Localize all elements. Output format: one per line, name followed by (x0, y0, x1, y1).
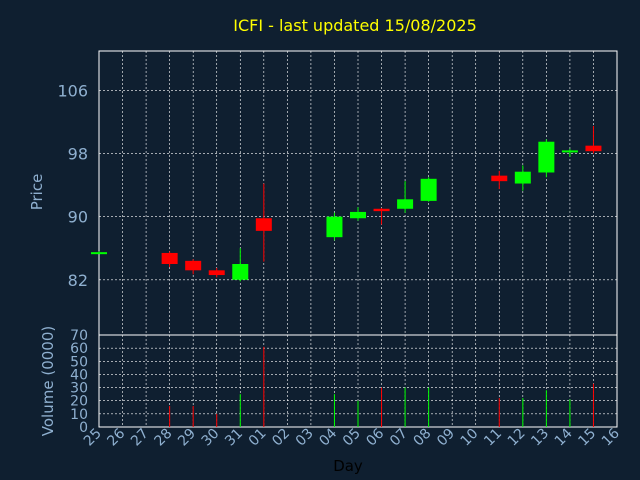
x-tick-label: 13 (528, 426, 552, 450)
candle-body (350, 211, 366, 219)
price-tick-label: 82 (68, 271, 88, 290)
x-tick-label: 06 (363, 425, 387, 449)
x-tick-label: 08 (411, 426, 435, 450)
candle-body (561, 150, 578, 153)
price-tick-label: 106 (57, 81, 88, 100)
candle-body (585, 145, 602, 152)
candle-body (538, 141, 555, 173)
price-axis-label: Price (28, 174, 46, 211)
candle-body (185, 260, 202, 271)
volume-tick-label: 70 (70, 328, 88, 344)
candle-body (255, 218, 272, 231)
x-axis: 25 26 27 28 29 30 31 01 02 03 04 05 06 07 08 09 10 11 12 13… (81, 425, 623, 449)
candle-body (514, 171, 531, 184)
candle-body (91, 252, 107, 255)
x-tick-label: 30 (199, 426, 223, 450)
volume-tick-label: 50 (70, 354, 88, 370)
candle-body (397, 199, 414, 209)
x-tick-label: 31 (222, 426, 246, 450)
price-tick-label: 98 (68, 145, 88, 164)
candle-body (232, 264, 249, 280)
candle-body (326, 216, 343, 238)
x-tick-label: 12 (505, 426, 529, 450)
price-panel: 82 90 98 106 (57, 50, 618, 336)
candle-body (420, 178, 437, 201)
x-tick-label: 29 (175, 426, 199, 450)
volume-tick-label: 20 (70, 394, 88, 410)
x-tick-label: 26 (104, 425, 128, 449)
candle-body (161, 252, 178, 264)
candle-body (208, 270, 225, 276)
x-tick-label: 16 (599, 425, 623, 449)
x-tick-label: 03 (293, 426, 317, 450)
x-axis-label: Day (333, 457, 363, 475)
x-tick-label: 02 (269, 426, 293, 450)
x-tick-label: 07 (387, 426, 411, 450)
x-tick-label: 27 (128, 426, 152, 450)
chart-title: ICFI - last updated 15/08/2025 (233, 16, 477, 35)
volume-tick-label: 40 (70, 367, 88, 383)
volume-tick-label: 10 (70, 407, 88, 423)
x-tick-label: 28 (152, 426, 176, 450)
volume-axis-label: Volume (0000) (39, 326, 57, 436)
price-tick-label: 90 (68, 208, 88, 227)
x-tick-label: 14 (552, 425, 576, 449)
x-tick-label: 10 (458, 426, 482, 450)
x-tick-label: 11 (481, 426, 505, 450)
x-tick-label: 09 (434, 426, 458, 450)
candle-body (491, 175, 508, 182)
x-tick-label: 15 (575, 426, 599, 450)
x-tick-label: 01 (246, 426, 270, 450)
volume-tick-label: 0 (79, 420, 88, 436)
candle-body (373, 208, 390, 212)
volume-tick-label: 30 (70, 381, 88, 397)
volume-tick-label: 60 (70, 341, 88, 357)
x-tick-label: 04 (316, 425, 340, 449)
x-tick-label: 05 (340, 426, 364, 450)
